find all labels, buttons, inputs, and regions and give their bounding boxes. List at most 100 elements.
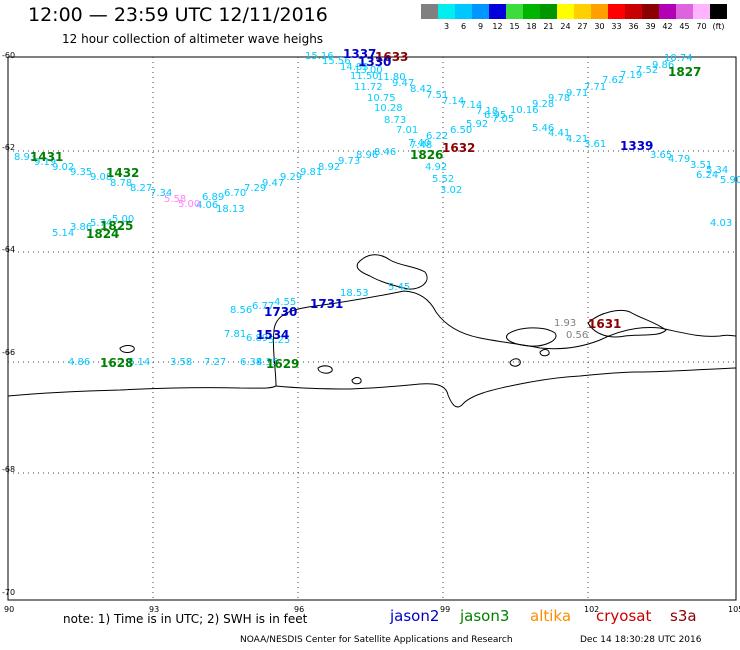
swh-value: 9.73	[338, 156, 360, 167]
legend-label: 36	[628, 22, 639, 31]
swh-value: 7.29	[244, 183, 266, 194]
swh-value: 8.27	[130, 183, 152, 194]
legend-label: 30	[594, 22, 605, 31]
legend-swatch: 21	[540, 4, 557, 31]
satellite-name: cryosat	[596, 607, 652, 625]
pass-time-label: 1631	[588, 317, 621, 331]
legend-swatch: 6	[455, 4, 472, 31]
swh-value: 9.35	[70, 167, 92, 178]
lat-label: -64	[2, 245, 15, 254]
pass-time-label: 1824	[86, 227, 119, 241]
pass-time-label: 1629	[266, 357, 299, 371]
lat-label: -70	[2, 588, 15, 597]
color-legend: 3 6 9 12 15 18 21 24 27 30 33 36 39 42 45 70 (ft)	[421, 4, 727, 31]
pass-time-label: 1827	[668, 65, 701, 79]
legend-swatch: 27	[574, 4, 591, 31]
swh-value: 11.50	[350, 71, 379, 82]
legend-label: 18	[526, 22, 537, 31]
swh-value: 7.34	[150, 188, 172, 199]
swh-value: 6.77	[252, 301, 274, 312]
swh-value: 3.65	[650, 150, 672, 161]
swh-value: 5.46	[532, 123, 554, 134]
swh-value: 7.71	[584, 82, 606, 93]
swh-value: 4.21	[566, 134, 588, 145]
swh-value: 5.74	[90, 218, 112, 229]
swh-value: 9.71	[566, 88, 588, 99]
swh-value: 9.28	[532, 99, 554, 110]
legend-label: 6	[460, 22, 467, 31]
legend-label: 27	[577, 22, 588, 31]
lon-label: 90	[4, 605, 14, 614]
swh-value: 18.13	[216, 204, 245, 215]
swh-value: 6.24	[696, 170, 718, 181]
pass-time-label: 1330	[358, 55, 391, 69]
swh-value: 9.86	[652, 60, 674, 71]
legend-label: 24	[560, 22, 571, 31]
swh-value: 4.79	[668, 154, 690, 165]
pass-time-label: 1826	[410, 148, 443, 162]
swh-value: 13.00	[354, 65, 383, 76]
swh-value: 8.42	[410, 84, 432, 95]
satellite-name: altika	[530, 607, 572, 625]
ice-shelf-edge	[275, 367, 737, 408]
map-frame	[7, 56, 737, 601]
swh-value: 5.00	[112, 214, 134, 225]
swh-value: 10.74	[664, 53, 693, 64]
legend-swatch: 30	[591, 4, 608, 31]
legend-swatch: 18	[523, 4, 540, 31]
swh-value: 9.08	[90, 172, 112, 183]
legend-swatch: 15	[506, 4, 523, 31]
legend-label: 42	[662, 22, 673, 31]
swh-value: 6.38	[240, 357, 262, 368]
swh-value: 5.45	[388, 282, 410, 293]
swh-value: 9.47	[392, 78, 414, 89]
legend-swatch	[421, 4, 438, 31]
pass-time-label: 1431	[30, 150, 63, 164]
island-outline	[506, 327, 557, 347]
swh-value: 9.78	[548, 93, 570, 104]
swh-value: 7.19	[620, 70, 642, 81]
pass-time-label: 1432	[106, 166, 139, 180]
island-outline	[119, 345, 135, 353]
legend-swatch: 70	[693, 4, 710, 31]
swh-value: 4.86	[68, 357, 90, 368]
swh-value: 4.92	[425, 162, 447, 173]
swh-value: 18.53	[340, 288, 369, 299]
swh-value: 9.81	[300, 167, 322, 178]
swh-value: 8.96	[356, 150, 378, 161]
swh-value: 8.93	[14, 152, 36, 163]
pass-time-label: 1825	[100, 219, 133, 233]
swh-value: 8.56	[230, 305, 252, 316]
swh-value: 5.58	[164, 194, 186, 205]
swh-value: 7.05	[492, 114, 514, 125]
swh-value: 5.25	[268, 335, 290, 346]
swh-value: 6.89	[202, 192, 224, 203]
legend-label: (ft)	[712, 22, 725, 31]
swh-value: 5.14	[52, 228, 74, 239]
note-text: note: 1) Time is in UTC; 2) SWH is in fe…	[63, 612, 308, 626]
legend-swatch: 45	[676, 4, 693, 31]
swh-value: 7.01	[396, 125, 418, 136]
legend-swatch: 9	[472, 4, 489, 31]
legend-swatch: (ft)	[710, 4, 727, 31]
swh-value: 5.92	[466, 119, 488, 130]
island-outline	[539, 349, 550, 357]
swh-value: 6.50	[450, 125, 472, 136]
legend-swatch: 3	[438, 4, 455, 31]
swh-value: 7.48	[410, 140, 432, 151]
swh-value: 14.83	[340, 62, 369, 73]
swh-value: 9.19	[34, 157, 56, 168]
swh-value: 4.03	[710, 218, 732, 229]
swh-value: 10.75	[367, 93, 396, 104]
swh-value: 3.51	[690, 160, 712, 171]
swh-value: 7.27	[204, 357, 226, 368]
legend-swatch: 33	[608, 4, 625, 31]
island-outline	[317, 365, 333, 374]
legend-label: 3	[443, 22, 450, 31]
swh-value: 1.93	[554, 318, 576, 329]
swh-value: 9.29	[280, 172, 302, 183]
satellite-name: s3a	[670, 607, 697, 625]
lat-label: -68	[2, 465, 15, 474]
legend-swatch: 24	[557, 4, 574, 31]
island-outline	[356, 254, 428, 290]
